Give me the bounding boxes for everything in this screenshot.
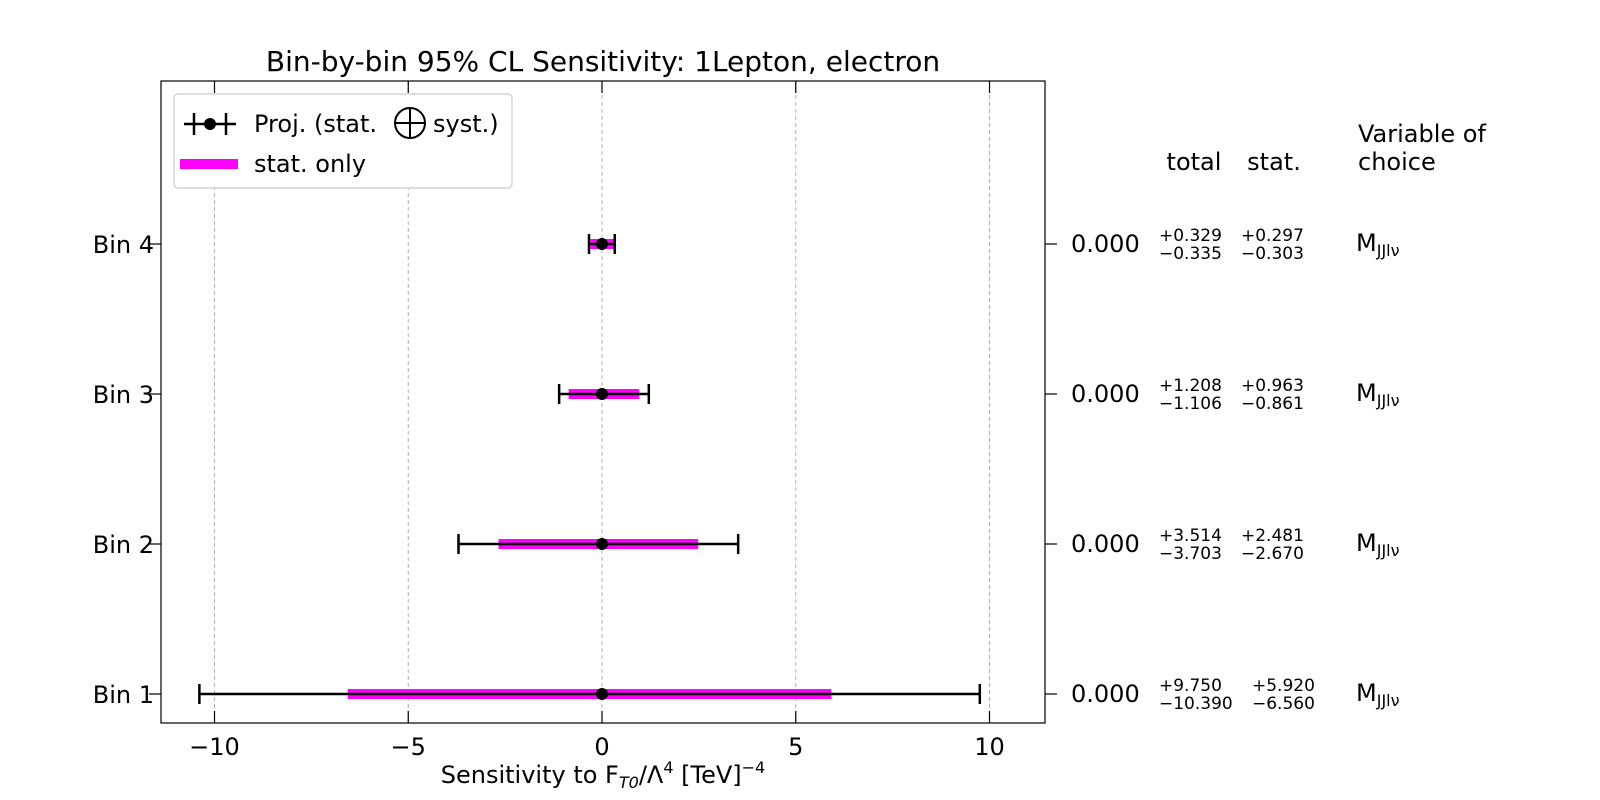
legend-label-total-post: syst.): [433, 110, 499, 138]
central-value-text: 0.000: [1071, 530, 1140, 558]
stat-down-text: −0.861: [1241, 394, 1304, 414]
total-up-text: +3.514: [1159, 526, 1222, 546]
legend-label-total: Proj. (stat.: [254, 110, 377, 138]
total-up-text: +0.329: [1159, 226, 1222, 246]
central-value-text: 0.000: [1071, 380, 1140, 408]
data-marks: [198, 234, 982, 704]
variable-text: MJJlν: [1356, 679, 1400, 710]
x-tick-label: 0: [594, 733, 609, 761]
central-value-point: [596, 388, 608, 400]
x-tick-label: −5: [391, 733, 426, 761]
column-header-variable: Variable of: [1358, 120, 1486, 148]
stat-down-text: −0.303: [1241, 244, 1304, 264]
variable-text: MJJlν: [1356, 529, 1400, 560]
x-tick-label: −10: [189, 733, 240, 761]
x-axis-label-text: Sensitivity to FT0/Λ4 [TeV]−4: [441, 758, 765, 792]
y-tick-label: Bin 2: [93, 531, 154, 559]
y-tick-label: Bin 4: [93, 231, 154, 259]
total-down-text: −1.106: [1159, 394, 1222, 414]
plot-border: [160, 80, 1046, 724]
column-header-total: total: [1167, 148, 1222, 176]
stat-down-text: −2.670: [1241, 544, 1304, 564]
stat-up-text: +2.481: [1241, 526, 1304, 546]
total-down-text: −0.335: [1159, 244, 1222, 264]
central-value-point: [596, 538, 608, 550]
column-header-stat: stat.: [1247, 148, 1301, 176]
total-up-text: +1.208: [1159, 376, 1222, 396]
x-tick-label: 10: [974, 733, 1005, 761]
legend: Proj. (stat. syst.) stat. only: [173, 93, 513, 189]
stat-up-text: +0.963: [1241, 376, 1304, 396]
central-value-point: [596, 688, 608, 700]
central-value-point: [596, 238, 608, 250]
legend-label-stat: stat. only: [254, 150, 366, 178]
y-tick-label: Bin 1: [93, 681, 154, 709]
legend-stat-marker: [180, 159, 238, 169]
central-value-text: 0.000: [1071, 680, 1140, 708]
variable-text: MJJlν: [1356, 229, 1400, 260]
x-axis-label: Sensitivity to FT0/Λ4 [TeV]−4: [441, 758, 765, 792]
variable-text: MJJlν: [1356, 379, 1400, 410]
total-down-text: −3.703: [1159, 544, 1222, 564]
stat-up-text: +0.297: [1241, 226, 1304, 246]
chart-title: Bin-by-bin 95% CL Sensitivity: 1Lepton, …: [266, 45, 940, 78]
legend-total-marker-point: [204, 118, 216, 130]
stat-down-text: −6.560: [1252, 694, 1315, 714]
values-table: 0.000 +0.329−0.335 +0.297−0.303 MJJlν 0.000 +…: [1071, 120, 1486, 714]
plot-frame: −10 −5 0 5 10 Bin 4 Bin 3 Bin 2 Bin 1: [93, 80, 1057, 761]
stat-up-text: +5.920: [1252, 676, 1315, 696]
total-up-text: +9.750: [1159, 676, 1222, 696]
central-value-text: 0.000: [1071, 230, 1140, 258]
column-header-variable: choice: [1358, 148, 1436, 176]
legend-box: [173, 93, 513, 189]
total-down-text: −10.390: [1159, 694, 1233, 714]
y-tick-label: Bin 3: [93, 381, 154, 409]
x-tick-label: 5: [788, 733, 803, 761]
